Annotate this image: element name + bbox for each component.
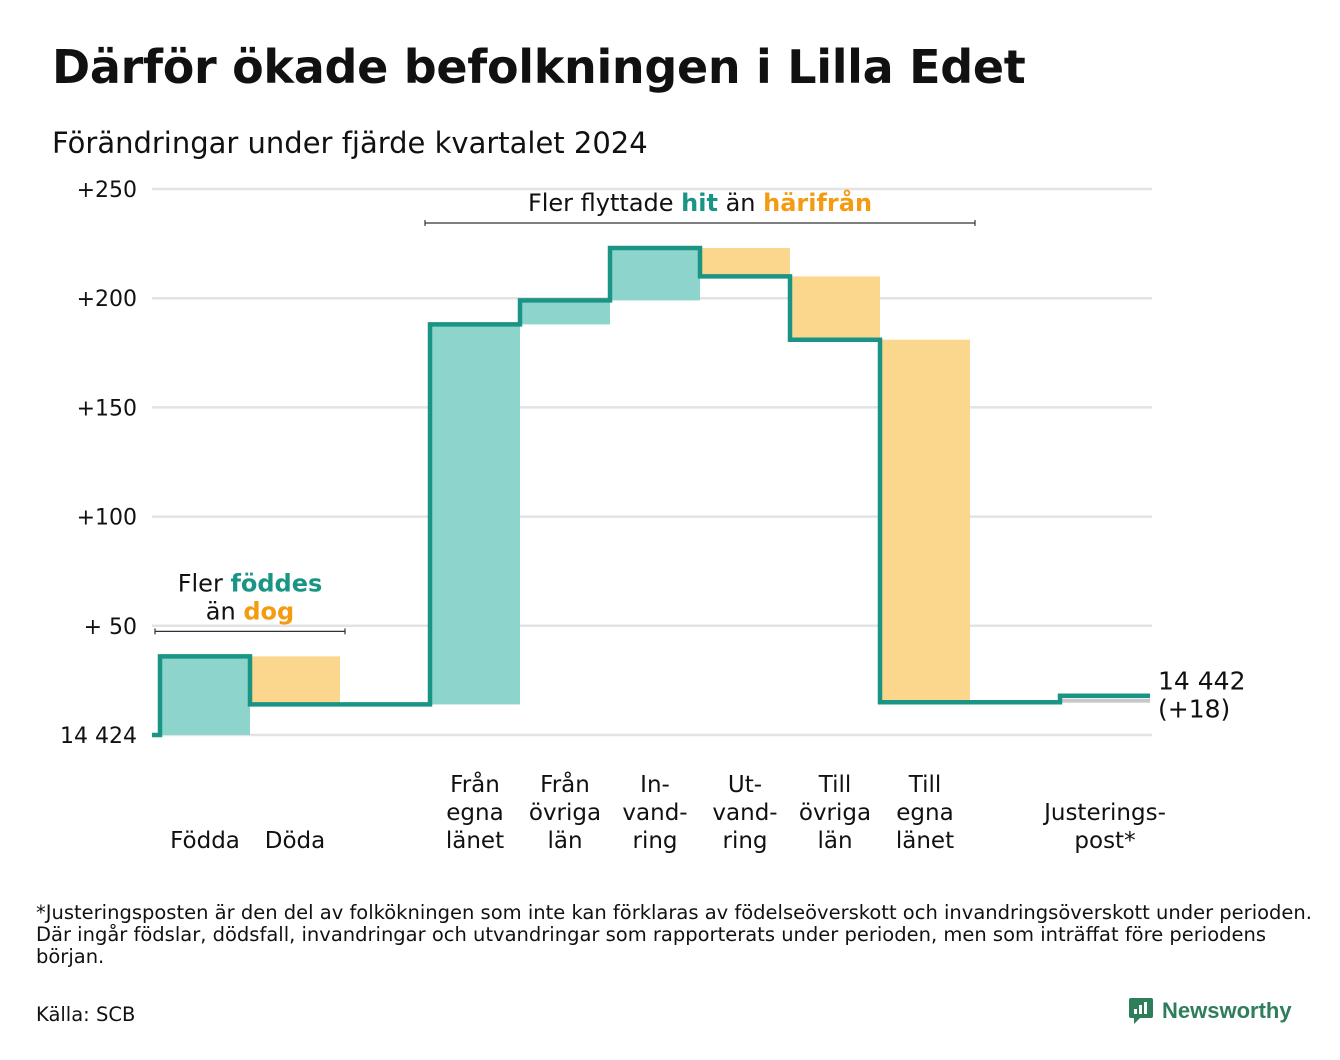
category-label: Till egna länet bbox=[896, 772, 954, 854]
source-credit: Källa: SCB bbox=[36, 1003, 136, 1026]
bar-8 bbox=[880, 339, 970, 703]
category-label-line: Till bbox=[908, 772, 942, 798]
y-tick-label: +200 bbox=[77, 287, 137, 312]
category-label: Från övriga län bbox=[529, 770, 601, 854]
running-total-line bbox=[152, 245, 1150, 738]
annotation-segment: Fler flyttade bbox=[528, 189, 681, 217]
end-value-label: 14 442 (+18) bbox=[1158, 667, 1245, 724]
annotation-segment: Fler bbox=[178, 569, 231, 597]
bar-0 bbox=[160, 656, 250, 735]
bar-4 bbox=[520, 300, 610, 325]
category-label-line: Ut- bbox=[728, 772, 762, 798]
category-label-line: Justerings- bbox=[1042, 800, 1166, 826]
category-label: Från egna länet bbox=[446, 770, 504, 854]
category-label-line: Från bbox=[450, 770, 500, 798]
category-label-line: länet bbox=[896, 828, 954, 854]
annotation-text: Fler föddes bbox=[178, 569, 323, 597]
y-tick-label: 14 424 bbox=[60, 724, 137, 749]
waterfall-chart: 14 424 + 50 +100 +150 +200 +250 Födda Döda Från… bbox=[60, 178, 1245, 854]
chart-title: Därför ökade befolkningen i Lilla Edet bbox=[52, 40, 1026, 94]
category-label: Födda bbox=[170, 828, 240, 854]
end-value-line: (+18) bbox=[1158, 695, 1230, 724]
category-label-line: vand- bbox=[622, 800, 687, 826]
end-value-line: 14 442 bbox=[1158, 667, 1245, 696]
bar-3 bbox=[430, 324, 520, 705]
category-label: In-vand-ring bbox=[622, 772, 687, 854]
bar-5 bbox=[610, 247, 700, 301]
annotation-segment: föddes bbox=[230, 569, 322, 597]
annotation-segment: än bbox=[206, 597, 244, 625]
bar-6 bbox=[700, 247, 790, 277]
category-label-line: ring bbox=[722, 828, 767, 854]
footnote: *Justeringsposten är den del av folkökni… bbox=[36, 901, 1312, 968]
category-label-line: post* bbox=[1074, 828, 1135, 854]
category-label-line: ring bbox=[632, 828, 677, 854]
newsworthy-logo-icon bbox=[1129, 998, 1153, 1024]
category-label-line: In- bbox=[640, 772, 670, 798]
grid-lines bbox=[152, 187, 1152, 737]
annotation-text: Fler flyttade hit än härifrån bbox=[528, 188, 872, 217]
category-label-line: vand- bbox=[712, 800, 777, 826]
running-total-path bbox=[152, 245, 1150, 738]
newsworthy-wordmark: Newsworthy bbox=[1162, 998, 1292, 1023]
waterfall-bars bbox=[160, 247, 1150, 735]
y-axis-tick-labels: 14 424 + 50 +100 +150 +200 +250 bbox=[60, 178, 137, 749]
newsworthy-logo: Newsworthy bbox=[1128, 996, 1292, 1026]
annotation-segment: härifrån bbox=[763, 188, 872, 217]
category-label-line: egna bbox=[896, 800, 953, 826]
end-value-text: 14 442 (+18) bbox=[1158, 667, 1245, 724]
bar-7 bbox=[790, 276, 880, 340]
chart-subtitle: Förändringar under fjärde kvartalet 2024 bbox=[52, 126, 648, 160]
annotation-segment: än bbox=[718, 189, 763, 217]
y-tick-label: +250 bbox=[77, 178, 137, 203]
category-label: Döda bbox=[265, 828, 325, 854]
annotation-segment: dog bbox=[243, 597, 294, 625]
category-label: Till övriga län bbox=[799, 772, 871, 854]
annotation-segment: hit bbox=[681, 189, 718, 217]
y-tick-label: +150 bbox=[77, 396, 137, 421]
category-label-line: län bbox=[817, 828, 852, 854]
annotation-text: än dog bbox=[206, 597, 294, 625]
y-tick-label: +100 bbox=[77, 506, 137, 531]
y-tick-label: + 50 bbox=[84, 615, 137, 640]
category-label-line: Döda bbox=[265, 828, 325, 854]
category-label-line: egna bbox=[446, 800, 503, 826]
category-label: Ut-vand-ring bbox=[712, 772, 777, 854]
category-label: Justerings-post* bbox=[1042, 800, 1166, 854]
category-label-line: Till bbox=[818, 772, 852, 798]
bar-10 bbox=[1060, 698, 1150, 703]
category-label-line: Födda bbox=[170, 828, 240, 854]
category-label-line: länet bbox=[446, 828, 504, 854]
category-label-line: övriga bbox=[529, 800, 601, 826]
category-label-line: län bbox=[547, 828, 582, 854]
bar-1 bbox=[250, 656, 340, 705]
category-label-line: övriga bbox=[799, 800, 871, 826]
category-label-line: Från bbox=[540, 770, 590, 798]
